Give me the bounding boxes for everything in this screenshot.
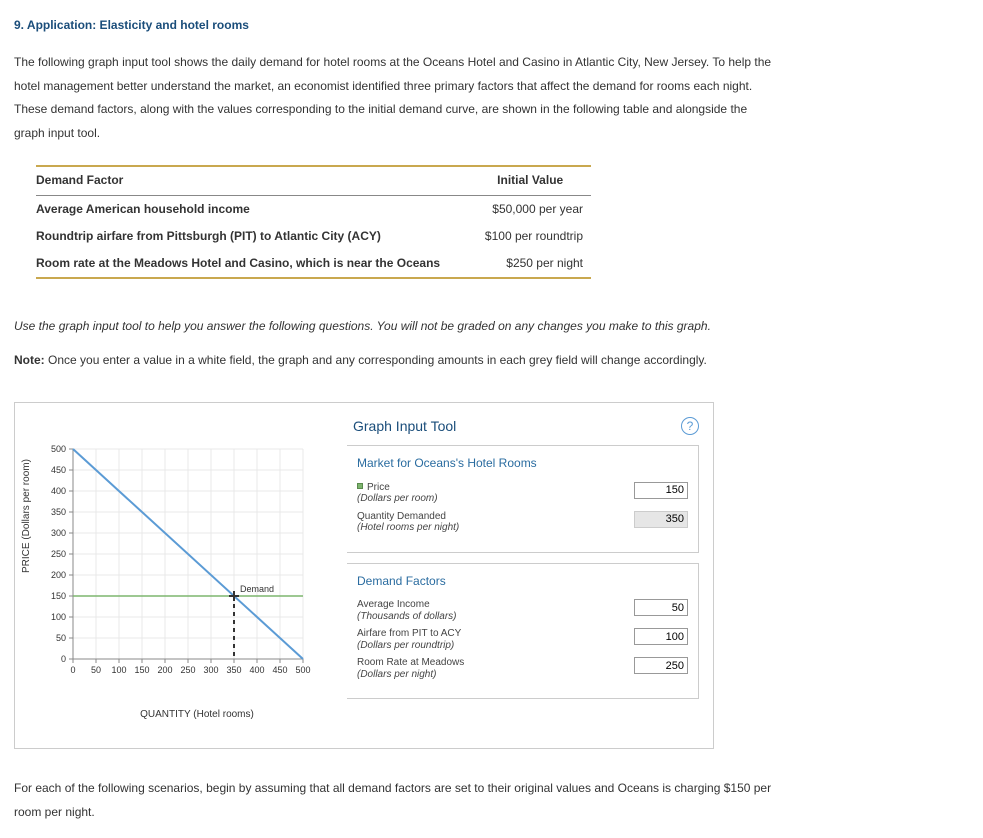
factor-value: $50,000 per year xyxy=(477,195,591,223)
svg-text:350: 350 xyxy=(51,507,66,517)
income-label: Average Income xyxy=(357,599,634,611)
svg-text:400: 400 xyxy=(249,665,264,675)
tool-title: Graph Input Tool xyxy=(353,417,699,435)
quantity-row: Quantity Demanded (Hotel rooms per night… xyxy=(357,511,688,534)
meadows-row: Room Rate at Meadows (Dollars per night) xyxy=(357,657,688,680)
market-section-title: Market for Oceans's Hotel Rooms xyxy=(357,456,688,472)
price-label: Price xyxy=(367,482,390,493)
demand-section-title: Demand Factors xyxy=(357,574,688,590)
svg-text:50: 50 xyxy=(91,665,101,675)
price-input[interactable] xyxy=(634,482,688,499)
income-sublabel: (Thousands of dollars) xyxy=(357,611,634,623)
demand-factors-section: Demand Factors Average Income (Thousands… xyxy=(347,563,699,700)
price-sublabel: (Dollars per room) xyxy=(357,493,634,505)
table-row: Average American household income $50,00… xyxy=(36,195,591,223)
qty-label: Quantity Demanded xyxy=(357,511,634,523)
question-title: 9. Application: Elasticity and hotel roo… xyxy=(14,14,969,37)
qty-sublabel: (Hotel rooms per night) xyxy=(357,522,634,534)
table-row: Room rate at the Meadows Hotel and Casin… xyxy=(36,250,591,278)
table-row: Roundtrip airfare from Pittsburgh (PIT) … xyxy=(36,223,591,250)
market-section: Market for Oceans's Hotel Rooms Price (D… xyxy=(347,445,699,553)
table-header-value: Initial Value xyxy=(477,166,591,195)
chart-column: PRICE (Dollars per room) 050100150200250… xyxy=(29,443,329,725)
svg-text:250: 250 xyxy=(51,549,66,559)
svg-text:100: 100 xyxy=(111,665,126,675)
factor-label: Room rate at the Meadows Hotel and Casin… xyxy=(36,250,477,278)
factor-value: $100 per roundtrip xyxy=(477,223,591,250)
demand-chart[interactable]: 0 50 100 150 200 250 300 350 400 450 500 0 50 100 150 2… xyxy=(29,443,319,683)
y-axis-label: PRICE (Dollars per room) xyxy=(17,459,37,573)
income-input[interactable] xyxy=(634,599,688,616)
controls-column: Graph Input Tool Market for Oceans's Hot… xyxy=(347,417,699,709)
meadows-label: Room Rate at Meadows xyxy=(357,657,634,669)
svg-text:450: 450 xyxy=(51,465,66,475)
svg-text:150: 150 xyxy=(134,665,149,675)
svg-text:500: 500 xyxy=(51,444,66,454)
instruction-text: Use the graph input tool to help you ans… xyxy=(14,315,969,338)
graph-input-tool-panel: ? PRICE (Dollars per room) 0 50 100 150 200 2… xyxy=(14,402,714,750)
svg-text:200: 200 xyxy=(157,665,172,675)
factor-label: Roundtrip airfare from Pittsburgh (PIT) … xyxy=(36,223,477,250)
svg-text:300: 300 xyxy=(203,665,218,675)
airfare-sublabel: (Dollars per roundtrip) xyxy=(357,640,634,652)
demand-factors-table: Demand Factor Initial Value Average Amer… xyxy=(36,165,591,279)
svg-text:Demand: Demand xyxy=(240,584,274,594)
svg-text:200: 200 xyxy=(51,570,66,580)
svg-text:500: 500 xyxy=(295,665,310,675)
svg-text:450: 450 xyxy=(272,665,287,675)
svg-text:350: 350 xyxy=(226,665,241,675)
airfare-row: Airfare from PIT to ACY (Dollars per rou… xyxy=(357,628,688,651)
note-text: Note: Once you enter a value in a white … xyxy=(14,349,969,372)
svg-text:150: 150 xyxy=(51,591,66,601)
price-row: Price (Dollars per room) xyxy=(357,482,688,505)
x-axis-label: QUANTITY (Hotel rooms) xyxy=(29,705,329,725)
svg-text:400: 400 xyxy=(51,486,66,496)
intro-paragraph: The following graph input tool shows the… xyxy=(14,51,774,145)
svg-text:100: 100 xyxy=(51,612,66,622)
svg-text:250: 250 xyxy=(180,665,195,675)
airfare-input[interactable] xyxy=(634,628,688,645)
quantity-output xyxy=(634,511,688,528)
price-marker-icon xyxy=(357,483,363,489)
factor-label: Average American household income xyxy=(36,195,477,223)
note-body: Once you enter a value in a white field,… xyxy=(45,353,707,367)
meadows-input[interactable] xyxy=(634,657,688,674)
svg-text:0: 0 xyxy=(70,665,75,675)
income-row: Average Income (Thousands of dollars) xyxy=(357,599,688,622)
factor-value: $250 per night xyxy=(477,250,591,278)
meadows-sublabel: (Dollars per night) xyxy=(357,669,634,681)
svg-text:300: 300 xyxy=(51,528,66,538)
footer-paragraph: For each of the following scenarios, beg… xyxy=(14,777,774,824)
table-header-factor: Demand Factor xyxy=(36,166,477,195)
airfare-label: Airfare from PIT to ACY xyxy=(357,628,634,640)
svg-text:50: 50 xyxy=(56,633,66,643)
svg-text:0: 0 xyxy=(61,654,66,664)
help-icon[interactable]: ? xyxy=(681,417,699,435)
note-label: Note: xyxy=(14,353,45,367)
